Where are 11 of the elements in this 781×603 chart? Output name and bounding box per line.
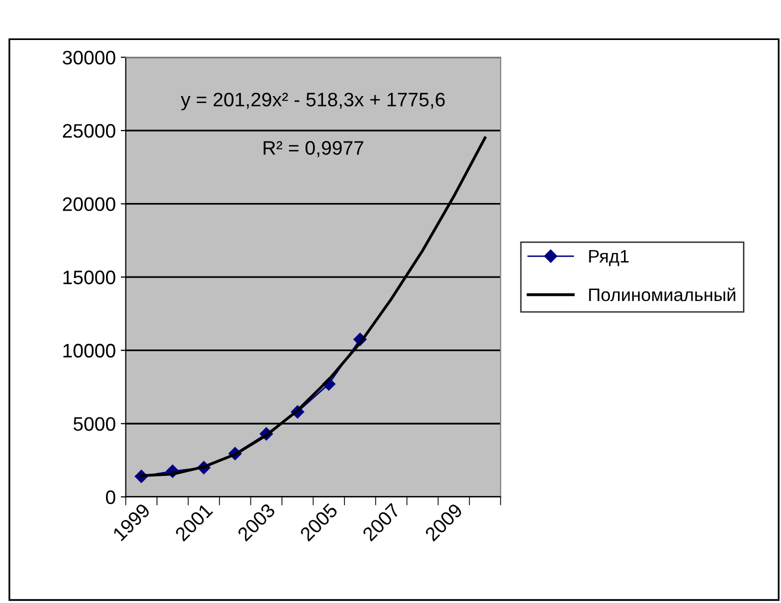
annotation: y = 201,29x² - 518,3x + 1775,6 bbox=[180, 92, 445, 110]
y-tick-label: 30000 bbox=[62, 50, 116, 65]
y-tick-label: 25000 bbox=[62, 124, 116, 138]
y-tick-label: 5000 bbox=[74, 417, 116, 431]
y-tick-label: 15000 bbox=[63, 270, 116, 284]
y-tick-label: 20000 bbox=[62, 197, 116, 212]
legend-label: Полиномиальный bbox=[589, 288, 736, 302]
y-tick-label: 0 bbox=[106, 490, 116, 504]
y-tick-label: 10000 bbox=[63, 344, 116, 358]
annotation: R² = 0,9977 bbox=[264, 141, 364, 158]
legend-label: Ряд1 bbox=[589, 250, 629, 266]
